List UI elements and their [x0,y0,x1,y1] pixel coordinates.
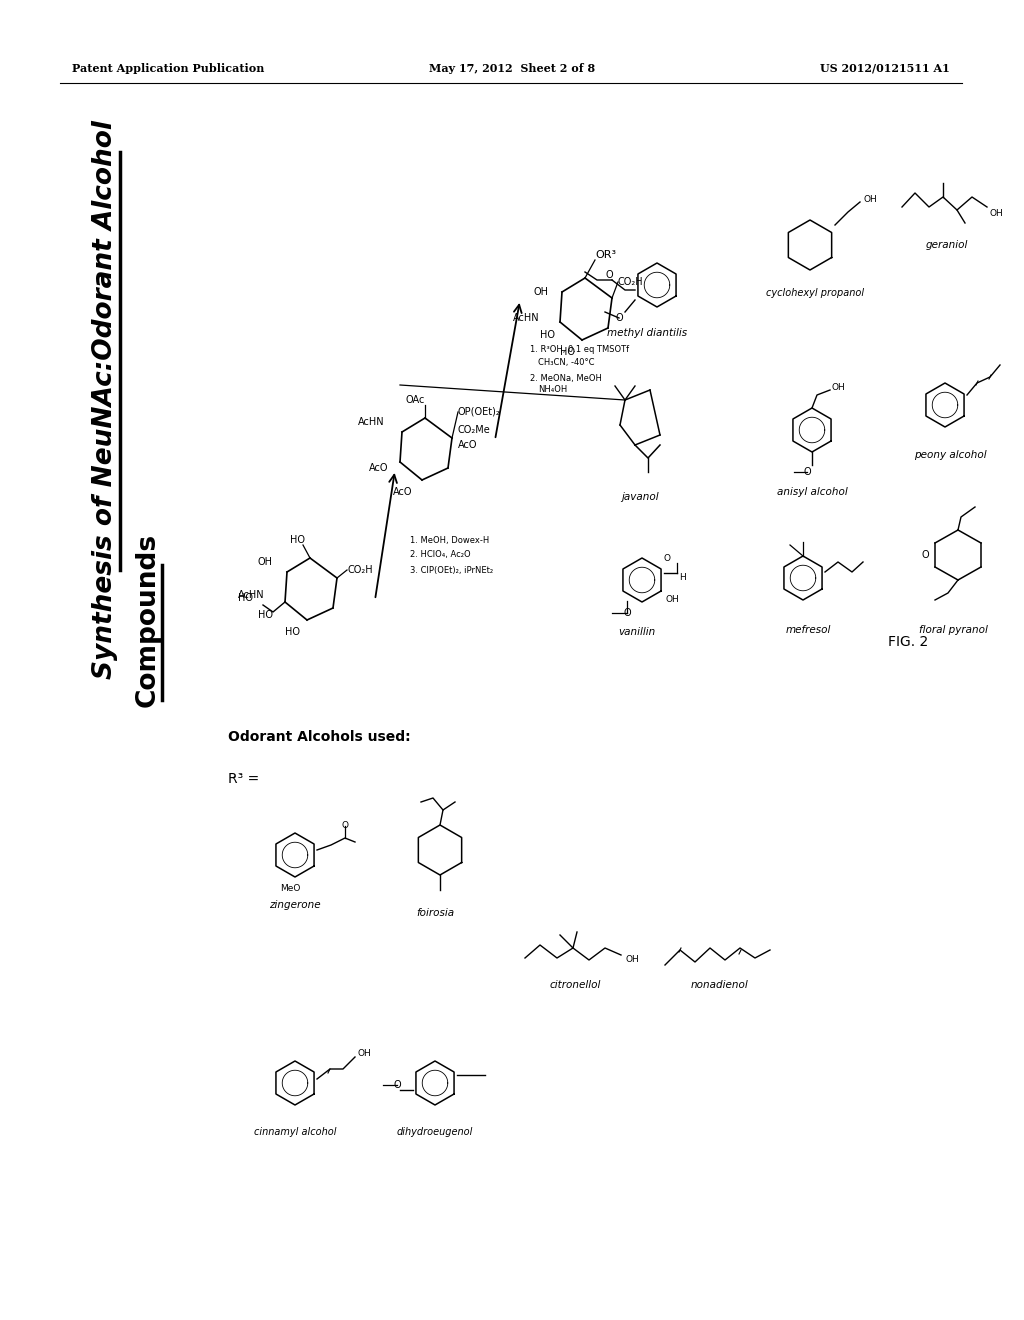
Text: CO₂H: CO₂H [618,277,644,286]
Text: HO: HO [540,330,555,341]
Text: CO₂H: CO₂H [347,565,373,576]
Text: cinnamyl alcohol: cinnamyl alcohol [254,1127,336,1137]
Text: foirosia: foirosia [416,908,454,917]
Text: O: O [393,1080,400,1090]
Text: OH: OH [534,286,548,297]
Text: OR³: OR³ [595,249,616,260]
Text: May 17, 2012  Sheet 2 of 8: May 17, 2012 Sheet 2 of 8 [429,62,595,74]
Text: HO: HO [290,535,305,545]
Text: AcO: AcO [392,487,412,498]
Text: AcHN: AcHN [239,590,265,601]
Text: 3. ClP(OEt)₂, iPrNEt₂: 3. ClP(OEt)₂, iPrNEt₂ [410,565,494,574]
Text: 2. MeONa, MeOH: 2. MeONa, MeOH [530,374,602,383]
Text: anisyl alcohol: anisyl alcohol [776,487,848,498]
Text: OH: OH [258,557,273,568]
Text: MeO: MeO [280,884,300,894]
Text: HO: HO [285,627,300,638]
Text: O: O [664,554,671,564]
Text: Compounds: Compounds [135,533,161,708]
Text: citronellol: citronellol [549,979,601,990]
Text: O: O [341,821,348,830]
Text: AcHN: AcHN [513,313,540,323]
Text: vanillin: vanillin [618,627,655,638]
Text: 2. HClO₄, Ac₂O: 2. HClO₄, Ac₂O [410,550,471,560]
Text: CH₃CN, -40°C: CH₃CN, -40°C [538,358,595,367]
Text: H: H [679,573,686,582]
Text: O: O [922,550,929,560]
Text: OH: OH [358,1048,372,1057]
Text: NH₄OH: NH₄OH [538,385,567,395]
Text: floral pyranol: floral pyranol [919,624,987,635]
Text: OAc: OAc [406,395,425,405]
Text: zingerone: zingerone [269,900,321,909]
Text: O: O [615,313,623,323]
Text: AcO: AcO [369,463,388,473]
Text: javanol: javanol [622,492,658,502]
Text: methyl diantilis: methyl diantilis [607,327,687,338]
Text: AcO: AcO [458,440,477,450]
Text: US 2012/0121511 A1: US 2012/0121511 A1 [820,62,950,74]
Text: nonadienol: nonadienol [691,979,749,990]
Text: OH: OH [831,383,846,392]
Text: cyclohexyl propanol: cyclohexyl propanol [766,288,864,298]
Text: Synthesis of NeuNAc:Odorant Alcohol: Synthesis of NeuNAc:Odorant Alcohol [92,120,118,680]
Text: HO: HO [560,347,575,356]
Text: OH: OH [990,209,1004,218]
Text: dihydroeugenol: dihydroeugenol [397,1127,473,1137]
Text: OH: OH [625,956,639,965]
Text: HO: HO [238,593,253,603]
Text: R³ =: R³ = [228,772,259,785]
Text: mefresol: mefresol [785,624,830,635]
Text: OH: OH [863,195,877,205]
Text: geraniol: geraniol [926,240,968,249]
Text: O: O [803,467,811,477]
Text: peony alcohol: peony alcohol [913,450,986,459]
Text: Odorant Alcohols used:: Odorant Alcohols used: [228,730,411,744]
Text: Patent Application Publication: Patent Application Publication [72,62,264,74]
Text: 1. MeOH, Dowex-H: 1. MeOH, Dowex-H [410,536,489,544]
Text: CO₂Me: CO₂Me [458,425,490,436]
Text: OH: OH [665,595,679,605]
Text: 1. R³OH, 0.1 eq TMSOTf: 1. R³OH, 0.1 eq TMSOTf [530,346,629,355]
Text: O: O [624,609,631,618]
Text: OP(OEt)₂: OP(OEt)₂ [458,407,501,417]
Text: AcHN: AcHN [358,417,385,426]
Text: HO: HO [258,610,273,620]
Text: O: O [605,271,612,280]
Text: FIG. 2: FIG. 2 [888,635,928,649]
